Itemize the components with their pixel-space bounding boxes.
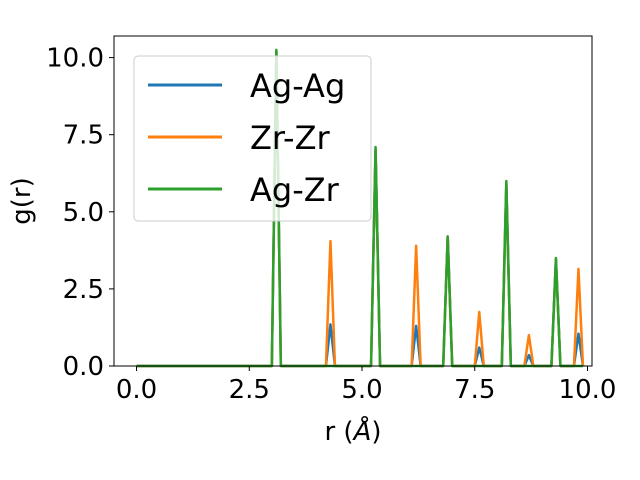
legend-label: Ag-Ag (250, 67, 345, 105)
legend: Ag-Ag Zr-Zr Ag-Zr (133, 55, 372, 222)
plot-frame (113, 35, 593, 367)
y-tick-label: 10.0 (46, 44, 104, 74)
y-axis-label: g(r) (7, 177, 37, 224)
x-tick-label: 5.0 (341, 375, 382, 405)
legend-entries: Ag-Ag Zr-Zr Ag-Zr (148, 67, 345, 209)
x-tick-label: 7.5 (454, 375, 495, 405)
ticks-layer: 0.0 2.5 5.0 7.5 10.0 0.0 2.5 5.0 7.5 10.0 (46, 44, 616, 405)
y-tick-label: 5.0 (63, 198, 104, 228)
y-tick-label: 2.5 (63, 275, 104, 305)
x-axis-label: r (Å) (324, 415, 381, 447)
x-tick-label: 0.0 (116, 375, 157, 405)
legend-label: Zr-Zr (250, 119, 331, 157)
legend-label: Ag-Zr (250, 171, 340, 209)
y-tick-label: 7.5 (63, 121, 104, 151)
x-tick-label: 10.0 (559, 375, 617, 405)
x-tick-label: 2.5 (229, 375, 270, 405)
y-tick-label: 0.0 (63, 352, 104, 382)
legend-box (133, 55, 372, 222)
